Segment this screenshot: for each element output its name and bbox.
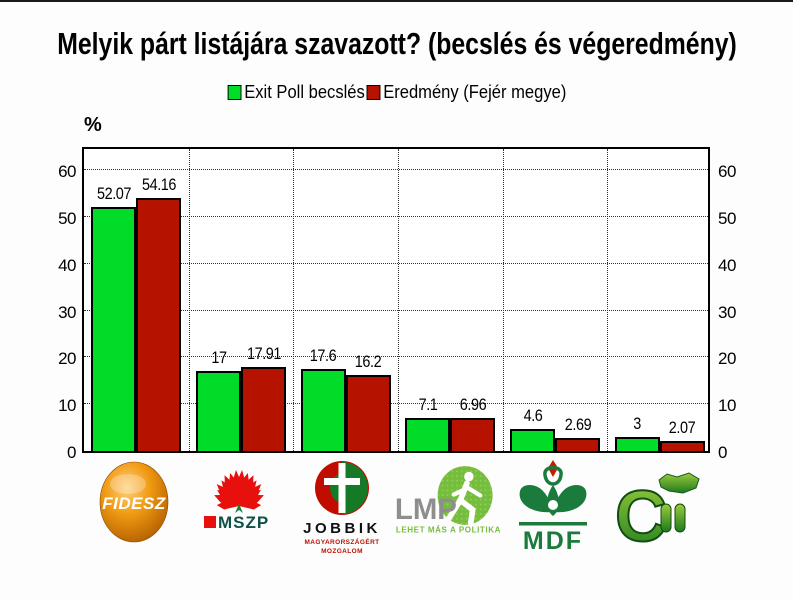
bar-value-label-jobbik: 17.6 xyxy=(309,345,337,365)
legend-swatch-red xyxy=(366,85,380,100)
y-axis-unit-label: % xyxy=(84,114,102,136)
bar-value-label-lmp: 7.1 xyxy=(418,394,438,414)
logo-fidesz: FIDESZ xyxy=(79,458,189,588)
y-tick-label: 10 xyxy=(58,396,76,416)
gridline-vertical xyxy=(293,149,295,451)
logo-mdf: MDF xyxy=(498,458,608,588)
mszp-stem xyxy=(235,504,243,513)
bar-exit-poll-mdf xyxy=(510,429,555,451)
bar-result-cm xyxy=(659,441,705,451)
legend-item-exit-poll: Exit Poll becslés xyxy=(227,82,364,103)
chart-legend: Exit Poll becslés Eredmény (Fejér megye) xyxy=(227,82,566,103)
gridline-vertical xyxy=(188,149,190,451)
gridline-horizontal xyxy=(84,216,708,218)
lmp-logo-icon: LMP LEHET MÁS A POLITIKA xyxy=(395,466,501,534)
y-tick-label: 0 xyxy=(67,443,76,462)
y-tick-label: 10 xyxy=(718,396,736,416)
y-tick-label: 60 xyxy=(718,162,736,182)
bar-value-label-jobbik: 16.2 xyxy=(354,352,382,372)
gridline-horizontal xyxy=(84,169,708,171)
jobbik-logo-icon: JOBBIK MAGYARORSZÁGÉRT MOZGALOM xyxy=(303,461,381,555)
y-tick-label: 20 xyxy=(58,349,76,369)
bar-value-label-mdf: 4.6 xyxy=(523,406,542,426)
y-tick-label: 30 xyxy=(718,302,736,322)
legend-item-result: Eredmény (Fejér megye) xyxy=(366,82,566,103)
y-tick-label: 20 xyxy=(718,349,736,369)
gridline-vertical xyxy=(502,149,504,451)
mszp-logo-icon: MSZP xyxy=(204,470,269,532)
mszp-logo-text: MSZP xyxy=(218,513,269,532)
y-tick-label: 50 xyxy=(718,209,736,229)
gridline-horizontal xyxy=(84,309,708,311)
legend-label-exit-poll: Exit Poll becslés xyxy=(243,82,365,102)
y-tick-label: 50 xyxy=(58,209,76,229)
jobbik-subtext-1: MAGYARORSZÁGÉRT xyxy=(304,537,379,546)
y-tick-label: 40 xyxy=(58,255,76,275)
bar-exit-poll-cm xyxy=(614,436,660,451)
gridline-vertical xyxy=(398,149,399,451)
bar-value-label-fidesz: 54.16 xyxy=(141,174,176,194)
bar-value-label-cm: 2.07 xyxy=(668,418,696,438)
bar-result-lmp xyxy=(450,418,496,451)
bar-value-label-cm: 3 xyxy=(633,413,641,433)
y-tick-label: 0 xyxy=(718,443,727,462)
bar-value-label-mdf: 2.69 xyxy=(564,415,591,435)
lmp-slogan-text: LEHET MÁS A POLITIKA xyxy=(396,525,501,534)
bar-exit-poll-lmp xyxy=(405,417,451,451)
bar-value-label-fidesz: 52.07 xyxy=(96,184,131,204)
logo-jobbik: JOBBIK MAGYARORSZÁGÉRT MOZGALOM xyxy=(289,458,399,588)
logo-mszp: MSZP xyxy=(184,458,294,588)
y-axis-left: 0 10 20 30 40 50 60 xyxy=(24,0,76,600)
bar-exit-poll-mszp xyxy=(196,371,241,451)
bar-result-jobbik xyxy=(345,375,391,451)
bar-result-mdf xyxy=(555,438,600,451)
bar-exit-poll-jobbik xyxy=(300,368,346,451)
lmp-logo-text: LMP xyxy=(395,493,457,526)
gridline-horizontal xyxy=(84,356,708,358)
gridline-horizontal xyxy=(84,403,708,405)
fidesz-logo-icon: FIDESZ xyxy=(99,461,169,543)
legend-swatch-green xyxy=(227,85,241,100)
plot-area: 52.07 54.16 17 17.91 17.6 16.2 7.1 6.96 4.6 2.69 3… xyxy=(82,147,710,453)
y-tick-label: 60 xyxy=(58,162,76,182)
cm-logo-icon: C xyxy=(614,472,700,558)
bar-exit-poll-fidesz xyxy=(91,207,137,451)
logo-lmp: LMP LEHET MÁS A POLITIKA xyxy=(393,458,503,588)
jobbik-logo-text: JOBBIK xyxy=(303,520,381,537)
chart-title: Melyik párt listájára szavazott? (becslé… xyxy=(56,26,737,61)
mdf-logo-text: MDF xyxy=(523,527,583,555)
bar-result-fidesz xyxy=(136,197,182,451)
logo-cm: C xyxy=(603,458,713,588)
y-axis-right: 0 10 20 30 40 50 60 xyxy=(718,0,770,600)
legend-label-result: Eredmény (Fejér megye) xyxy=(382,82,566,102)
fidesz-logo-text: FIDESZ xyxy=(102,494,166,513)
jobbik-subtext-2: MOZGALOM xyxy=(321,548,363,555)
mdf-logo-icon: MDF xyxy=(519,460,587,555)
cm-logo-text: C xyxy=(615,477,667,557)
y-tick-label: 30 xyxy=(58,302,76,322)
party-logos-row: FIDESZ MSZP xyxy=(0,458,793,588)
bar-value-label-mszp: 17 xyxy=(210,348,227,368)
bar-value-label-mszp: 17.91 xyxy=(246,344,281,364)
gridline-vertical xyxy=(607,149,609,451)
bar-result-mszp xyxy=(241,367,286,451)
gridline-horizontal xyxy=(84,262,708,264)
top-border-strip xyxy=(0,0,793,2)
bar-value-label-lmp: 6.96 xyxy=(459,395,487,415)
y-tick-label: 40 xyxy=(718,255,736,275)
